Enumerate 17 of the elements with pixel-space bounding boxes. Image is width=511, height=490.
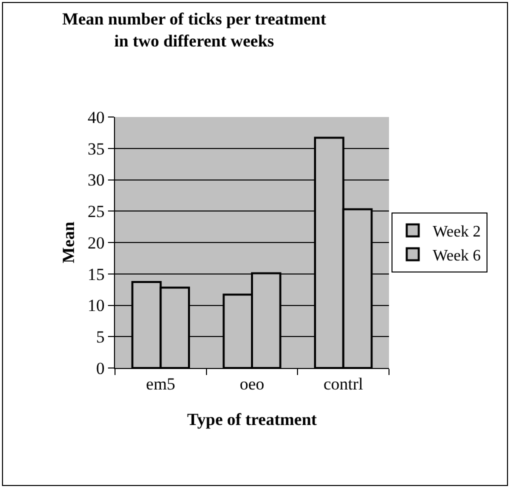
x-tick-label: contrl: [324, 374, 364, 394]
legend-label: Week 2: [432, 224, 481, 241]
legend-label: Week 6: [432, 247, 481, 264]
y-tick-label: 30: [88, 170, 105, 190]
y-tick-label: 15: [88, 264, 105, 284]
y-tick-label: 5: [96, 328, 105, 347]
y-tick-label: 20: [88, 233, 105, 252]
x-axis-title: Type of treatment: [187, 410, 318, 429]
y-axis-title: Mean: [59, 221, 78, 264]
y-tick-label: 10: [88, 296, 105, 316]
y-tick-label: 35: [88, 139, 105, 158]
chart-title: Mean number of ticks per treatment in two different weeks: [62, 10, 326, 51]
y-tick-label: 25: [88, 202, 105, 222]
y-tick-label: 40: [88, 108, 105, 127]
y-tick-label: 0: [96, 358, 105, 378]
x-tick-label: em5: [146, 374, 176, 394]
x-tick-label: oeo: [240, 374, 264, 394]
